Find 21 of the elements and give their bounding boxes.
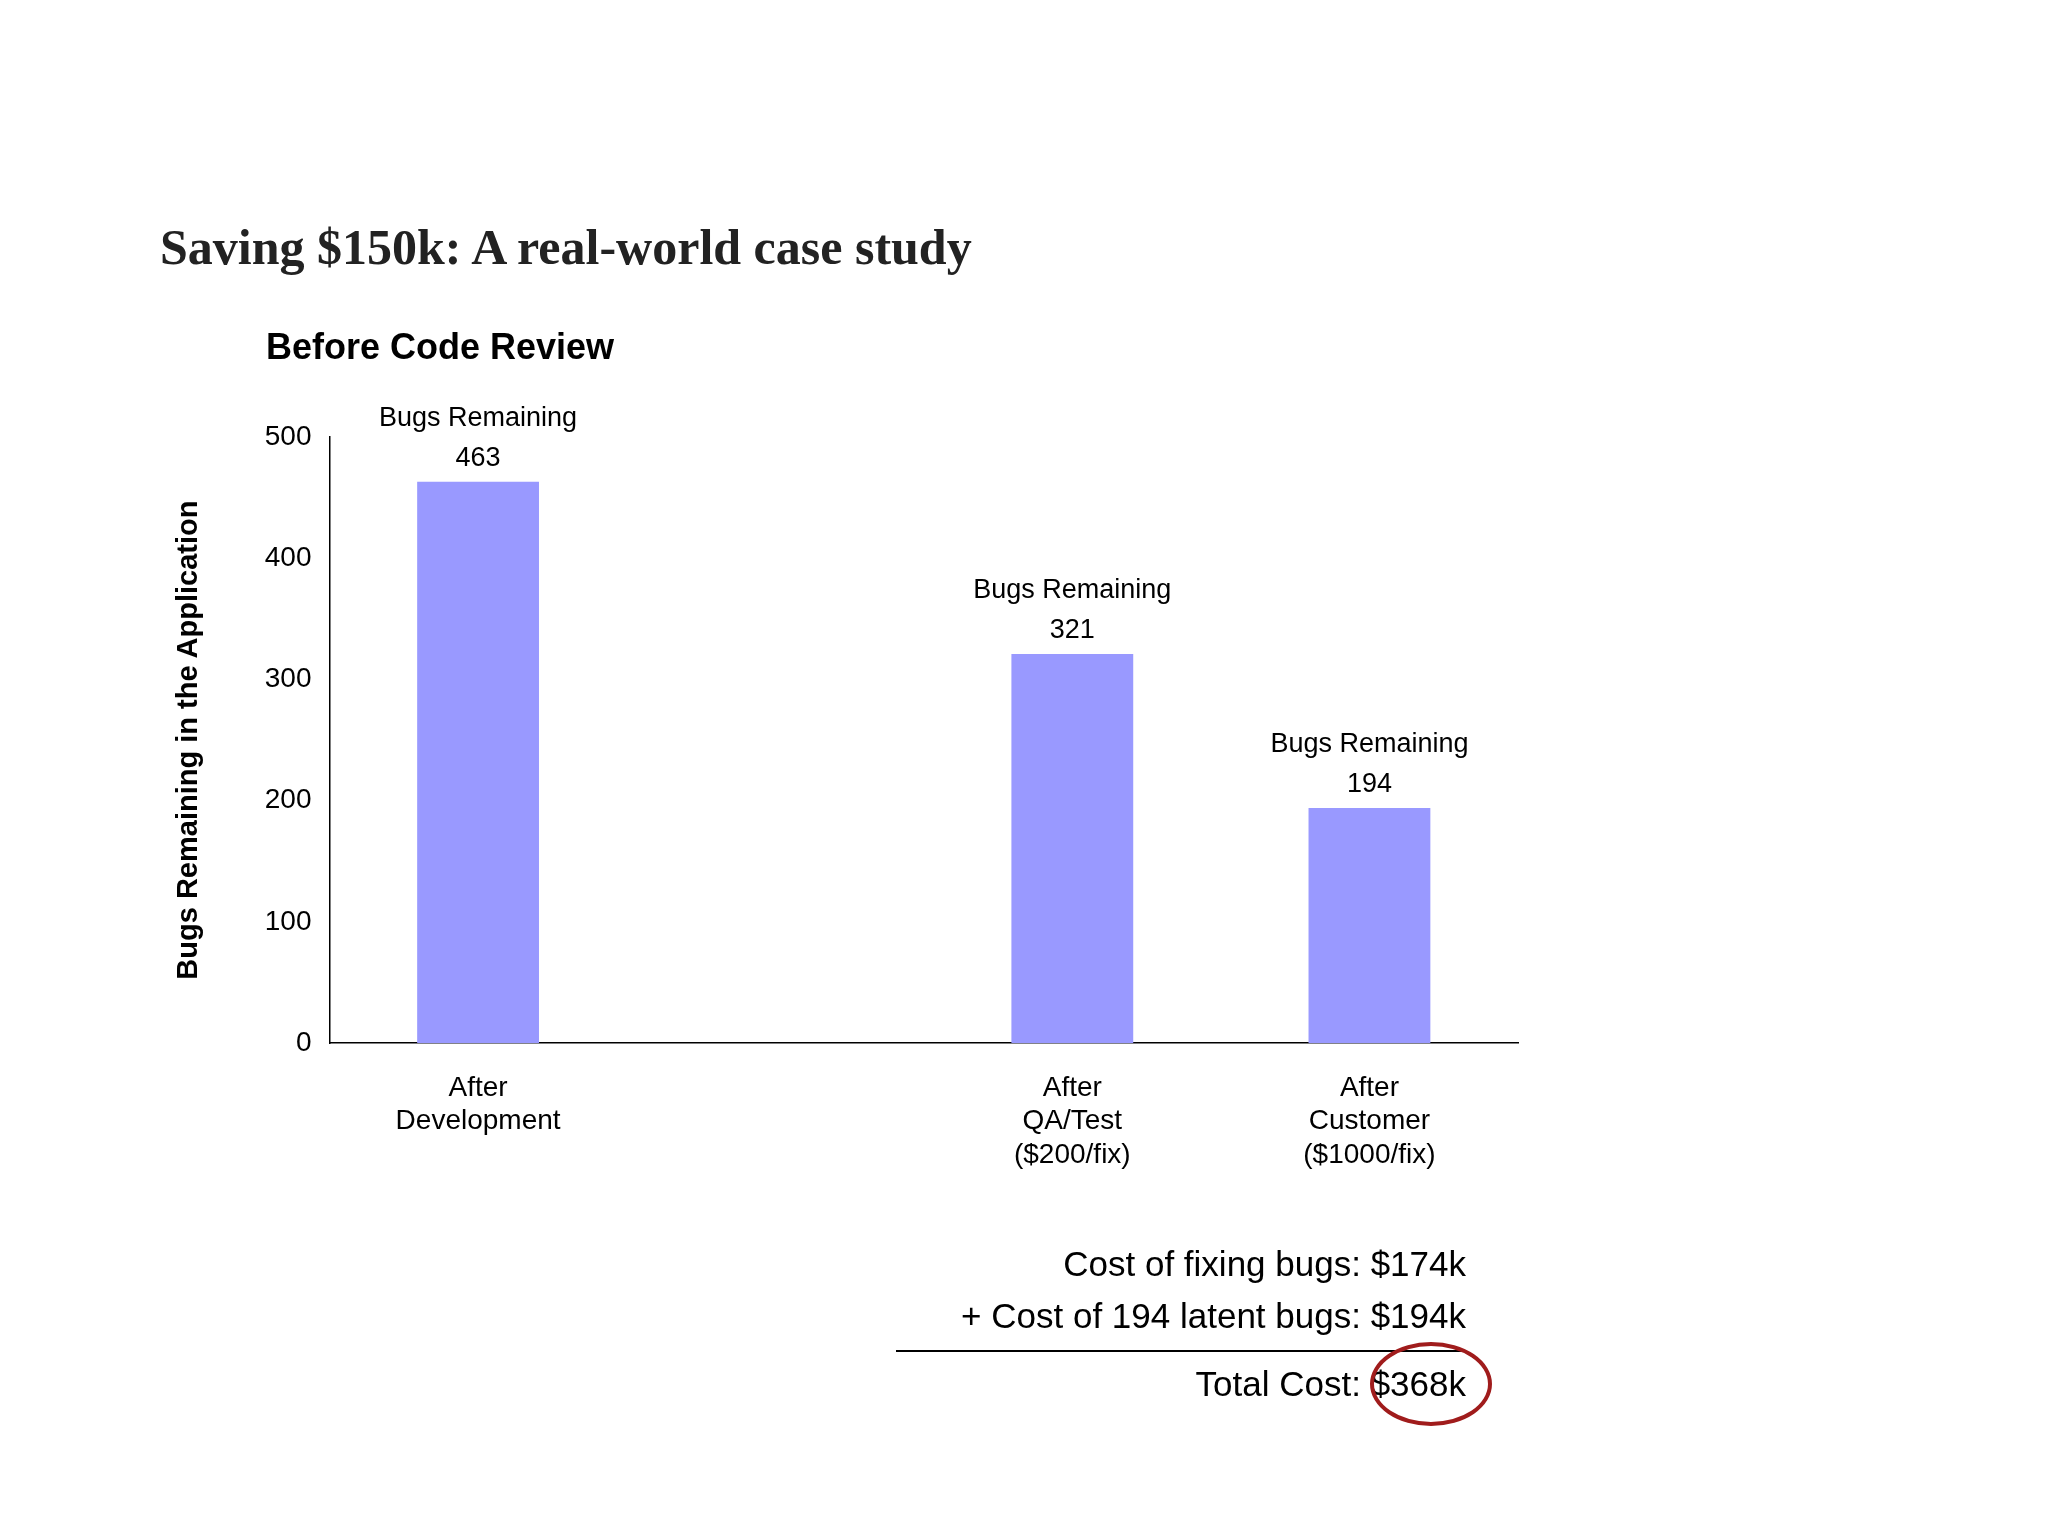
bar [417,481,539,1044]
y-axis-title: Bugs Remaining in the Application [171,500,204,980]
y-tick-label: 0 [295,1025,312,1057]
y-tick-label: 400 [264,540,312,572]
y-tick-label: 200 [264,783,312,815]
bar [1308,807,1431,1044]
x-tick-label: After QA/Test ($200/fix) [1013,1070,1131,1169]
y-tick-label: 300 [264,662,312,694]
text: Cost of fixing bugs: $174k [1063,1244,1466,1284]
chart-title: Saving $150k: A real-world case study [160,218,972,276]
x-tick-label: After Development [395,1070,561,1136]
text: + Cost of 194 latent bugs: $194k [961,1296,1466,1336]
data-label: Bugs Remaining 321 [973,573,1172,644]
x-tick-label: After Customer ($1000/fix) [1303,1070,1436,1169]
y-tick-label: 500 [264,419,312,451]
chart-subtitle: Before Code Review [266,326,615,368]
bar [1011,654,1134,1044]
data-label: Bugs Remaining 463 [379,401,578,472]
y-tick-label: 100 [264,904,312,936]
data-label: Bugs Remaining 194 [1270,727,1469,798]
text: Total Cost: $368k [1195,1364,1466,1404]
